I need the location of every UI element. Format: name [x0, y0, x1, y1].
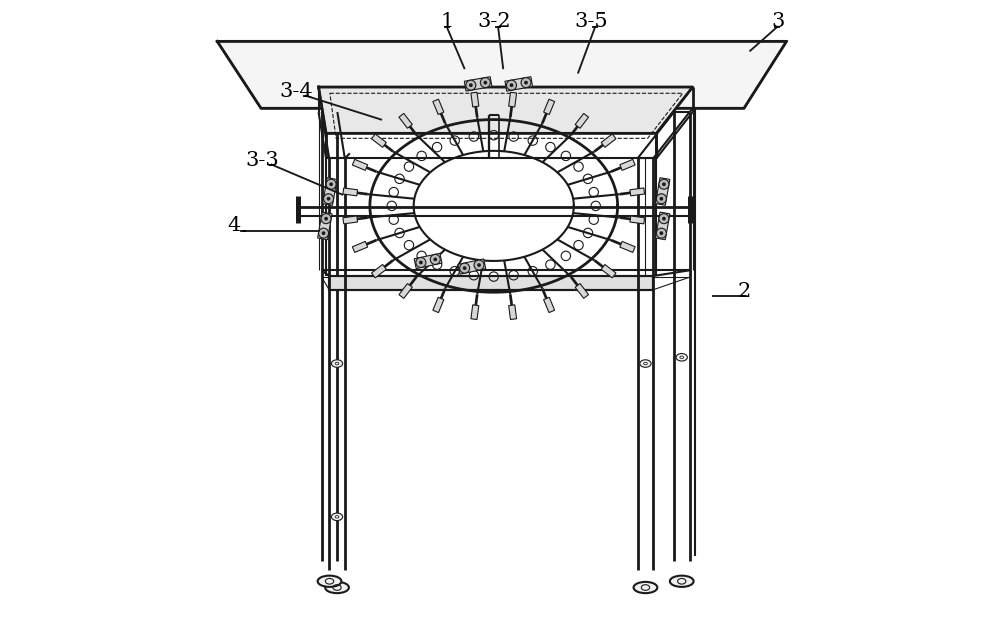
Polygon shape: [371, 265, 386, 278]
Ellipse shape: [634, 582, 657, 593]
Polygon shape: [319, 87, 693, 134]
Polygon shape: [544, 99, 555, 115]
Polygon shape: [371, 134, 386, 147]
Ellipse shape: [318, 576, 341, 587]
Polygon shape: [620, 159, 635, 171]
Ellipse shape: [676, 354, 687, 361]
Polygon shape: [399, 283, 412, 298]
Circle shape: [324, 194, 334, 204]
Polygon shape: [655, 212, 670, 240]
Polygon shape: [323, 177, 337, 205]
Polygon shape: [343, 216, 358, 224]
Polygon shape: [464, 76, 492, 91]
Circle shape: [656, 194, 666, 204]
Polygon shape: [505, 76, 533, 91]
Polygon shape: [601, 265, 616, 278]
Polygon shape: [620, 241, 635, 253]
Ellipse shape: [331, 360, 343, 367]
Circle shape: [474, 260, 484, 270]
Text: 4: 4: [227, 216, 241, 235]
Circle shape: [660, 197, 663, 201]
Circle shape: [329, 182, 333, 186]
Circle shape: [477, 263, 481, 267]
Ellipse shape: [331, 513, 343, 520]
Polygon shape: [329, 276, 653, 290]
Circle shape: [662, 217, 666, 221]
Circle shape: [480, 78, 490, 88]
Text: 3-3: 3-3: [245, 150, 279, 170]
Circle shape: [659, 214, 669, 224]
Ellipse shape: [670, 576, 694, 587]
Text: 2: 2: [737, 282, 751, 301]
Polygon shape: [414, 253, 442, 268]
Circle shape: [469, 83, 473, 87]
Circle shape: [319, 228, 329, 238]
Polygon shape: [509, 92, 517, 107]
Circle shape: [656, 228, 666, 238]
Polygon shape: [343, 188, 358, 196]
Circle shape: [324, 217, 328, 221]
Circle shape: [524, 81, 528, 85]
Polygon shape: [575, 283, 589, 298]
Circle shape: [659, 179, 669, 189]
Polygon shape: [601, 134, 616, 147]
Circle shape: [460, 263, 470, 273]
Polygon shape: [318, 212, 332, 240]
Circle shape: [483, 81, 487, 85]
Polygon shape: [471, 92, 479, 107]
Text: 3: 3: [772, 12, 785, 31]
Text: 3-5: 3-5: [574, 12, 608, 31]
Ellipse shape: [640, 360, 651, 367]
Polygon shape: [509, 305, 517, 320]
Polygon shape: [433, 99, 444, 115]
Circle shape: [416, 258, 426, 268]
Polygon shape: [352, 159, 368, 171]
Polygon shape: [352, 241, 368, 253]
Polygon shape: [655, 177, 670, 205]
Circle shape: [507, 80, 517, 90]
Circle shape: [433, 258, 437, 261]
Circle shape: [463, 266, 467, 270]
Circle shape: [430, 255, 440, 265]
Polygon shape: [217, 41, 787, 108]
Circle shape: [510, 83, 513, 87]
Circle shape: [662, 182, 666, 186]
Ellipse shape: [325, 582, 349, 593]
Circle shape: [326, 179, 336, 189]
Polygon shape: [458, 259, 486, 274]
Polygon shape: [471, 305, 479, 320]
Polygon shape: [399, 113, 412, 129]
Text: 3-4: 3-4: [280, 82, 313, 101]
Polygon shape: [575, 113, 589, 129]
Polygon shape: [630, 188, 645, 196]
Polygon shape: [630, 216, 645, 224]
Polygon shape: [433, 297, 444, 313]
Polygon shape: [544, 297, 555, 313]
Circle shape: [327, 197, 330, 201]
Text: 3-2: 3-2: [477, 12, 511, 31]
Circle shape: [660, 231, 663, 235]
Circle shape: [521, 78, 531, 88]
Circle shape: [322, 231, 325, 235]
Text: 1: 1: [440, 12, 454, 31]
Circle shape: [419, 261, 423, 265]
Circle shape: [466, 80, 476, 90]
Circle shape: [321, 214, 331, 224]
